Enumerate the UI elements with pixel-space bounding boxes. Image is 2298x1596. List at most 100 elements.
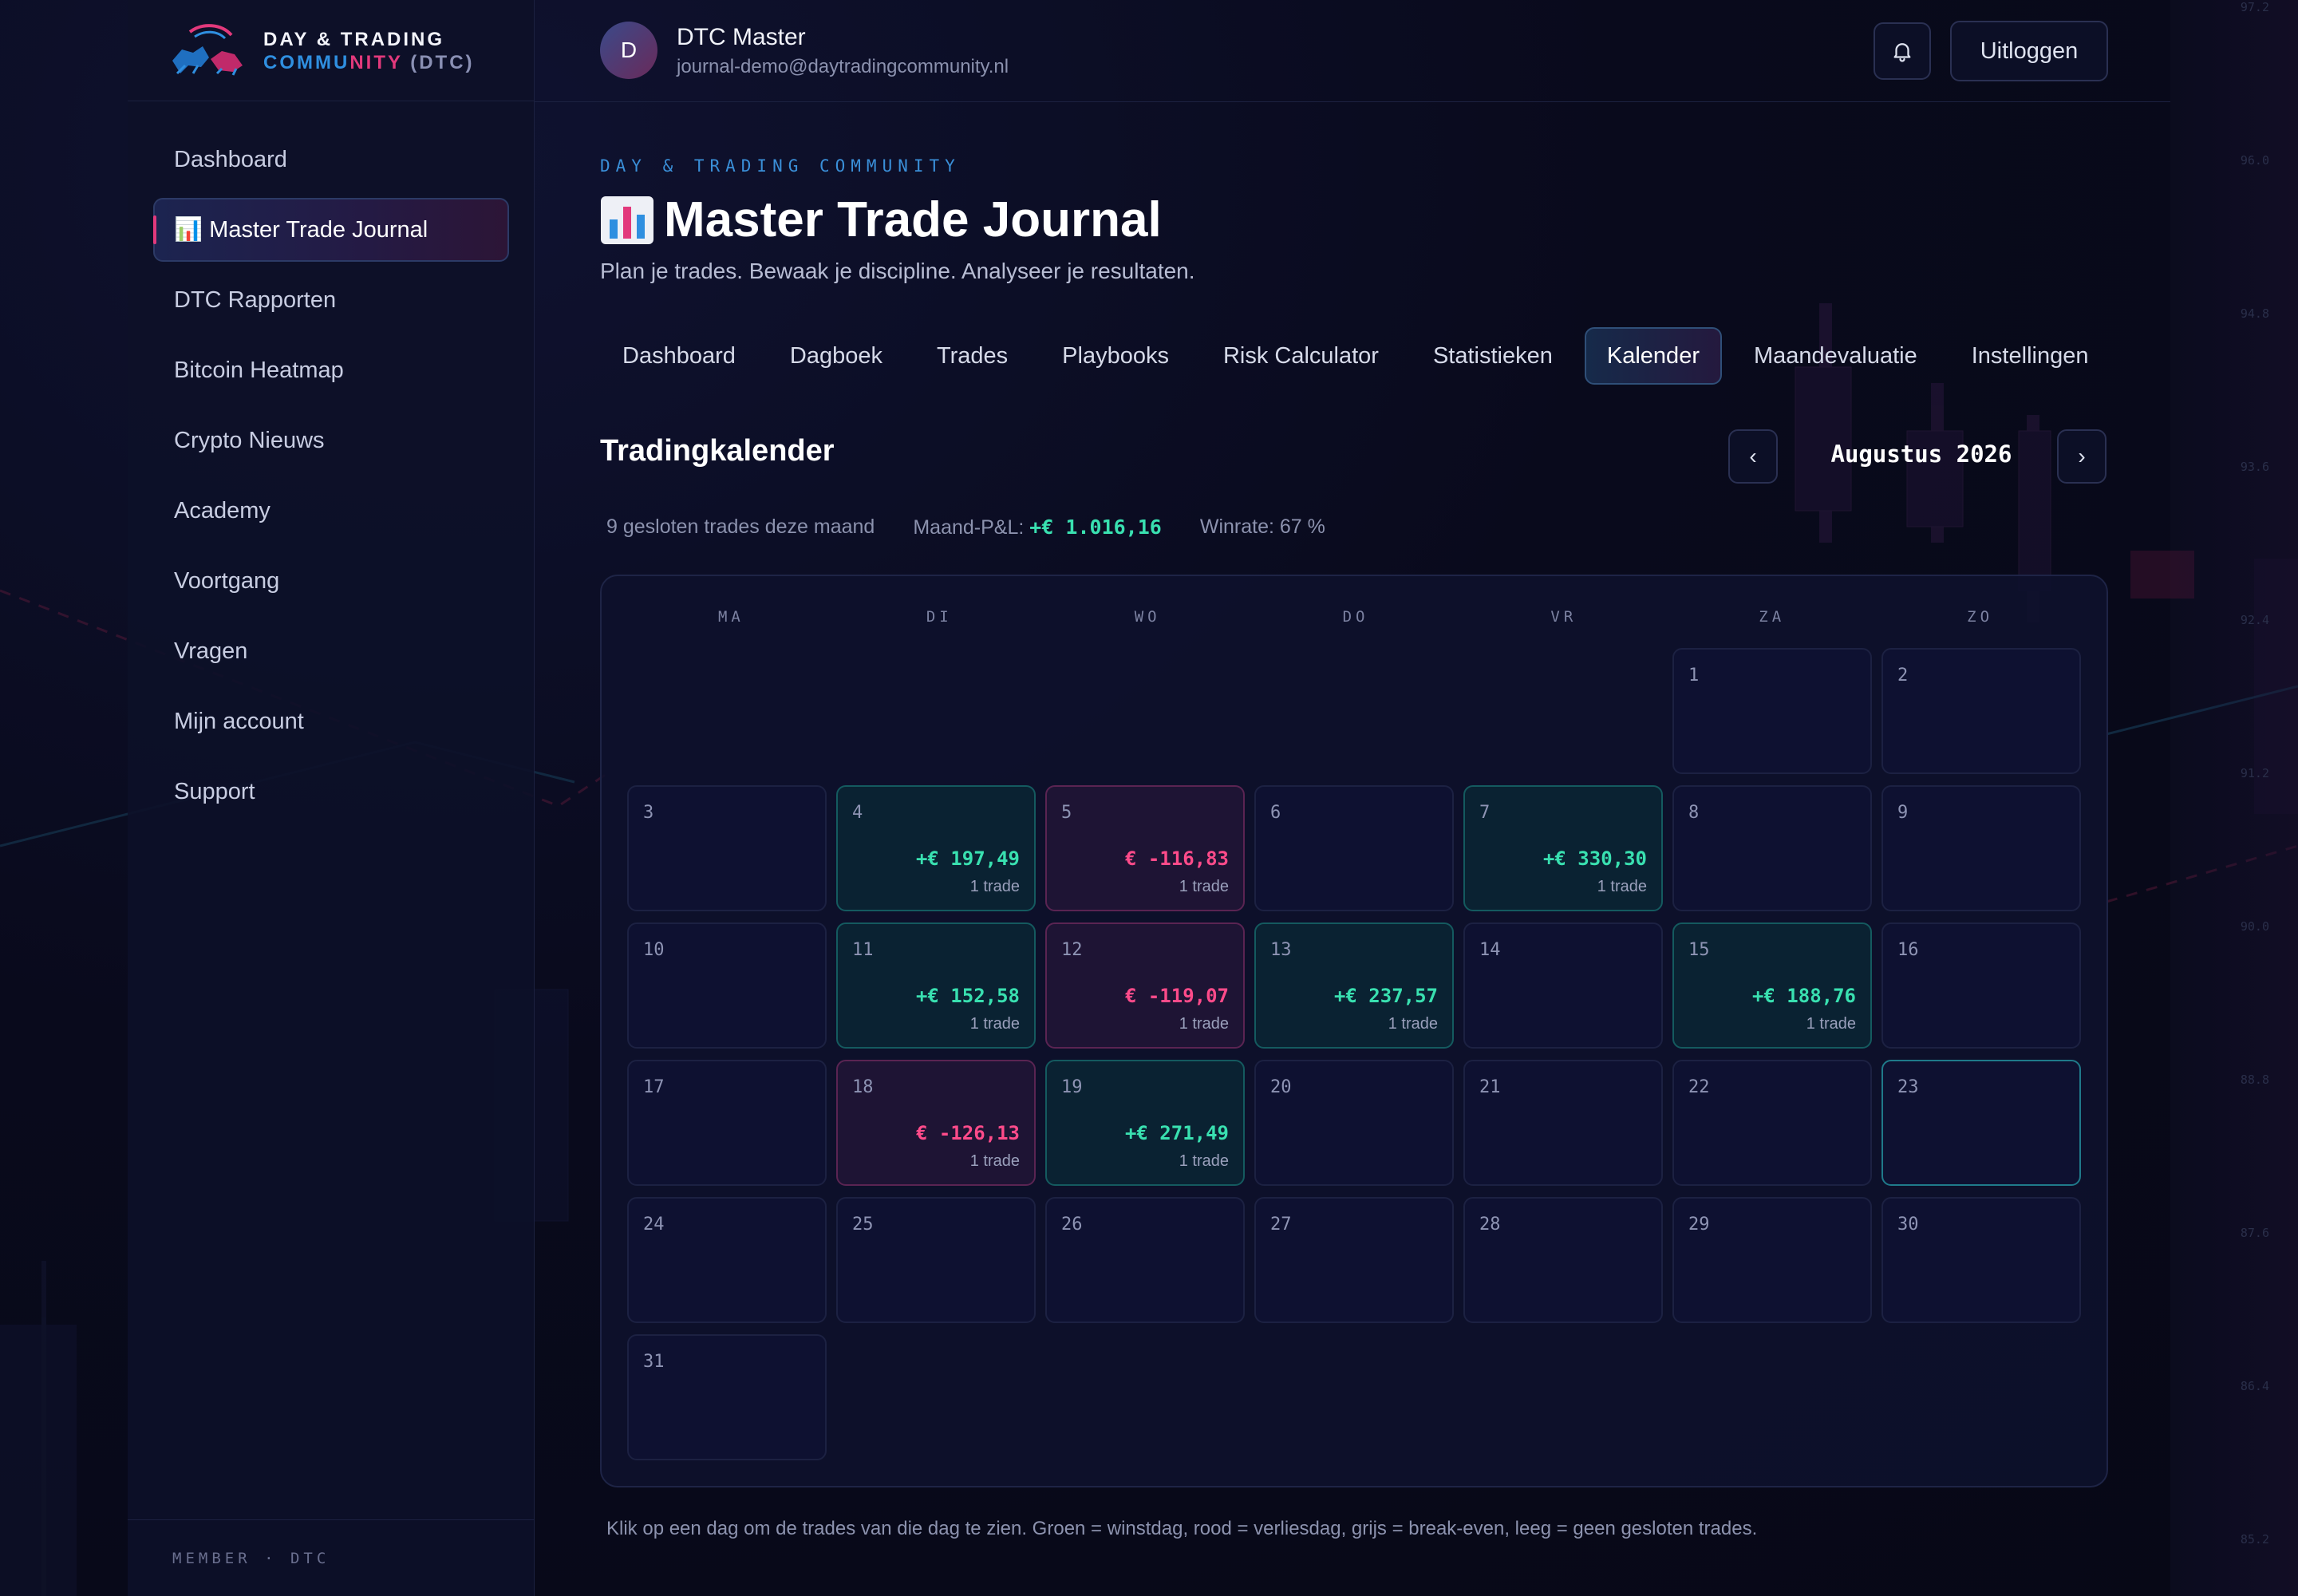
- calendar-day[interactable]: 11 +€ 152,58 1 trade: [836, 922, 1036, 1049]
- sidebar-item-label: Vragen: [174, 638, 248, 664]
- calendar-day[interactable]: 29: [1672, 1197, 1872, 1323]
- weekday-label: DO: [1342, 608, 1369, 626]
- day-number: 6: [1270, 803, 1281, 823]
- tab-item[interactable]: Risk Calculator: [1222, 343, 1379, 369]
- sidebar-item[interactable]: Vragen: [153, 619, 509, 683]
- sidebar-item[interactable]: Mijn account: [153, 689, 509, 753]
- calendar-blank: [1463, 648, 1663, 774]
- member-label: MEMBER · DTC: [172, 1550, 330, 1567]
- sidebar-item[interactable]: DTC Rapporten: [153, 268, 509, 332]
- tab-item[interactable]: Dashboard: [622, 343, 736, 369]
- calendar-day[interactable]: 16: [1881, 922, 2081, 1049]
- sidebar-item[interactable]: 📊 Master Trade Journal: [153, 198, 509, 262]
- chevron-left-icon: ‹: [1749, 444, 1757, 468]
- calendar-day[interactable]: 27: [1254, 1197, 1454, 1323]
- month-label: Augustus 2026: [1830, 440, 2012, 468]
- pnl-stat: Maand-P&L: +€ 1.016,16: [913, 516, 1162, 539]
- page-title-text: Master Trade Journal: [664, 192, 1162, 247]
- sidebar-item[interactable]: Dashboard: [153, 128, 509, 192]
- calendar-day[interactable]: 18 € -126,13 1 trade: [836, 1060, 1036, 1186]
- logout-button[interactable]: Uitloggen: [1950, 21, 2108, 81]
- day-number: 1: [1688, 666, 1700, 685]
- tab-item[interactable]: Instellingen: [1971, 343, 2089, 369]
- day-trade-count: 1 trade: [1179, 1152, 1229, 1170]
- calendar-day[interactable]: 26: [1045, 1197, 1245, 1323]
- notifications-button[interactable]: [1874, 22, 1931, 80]
- calendar-day[interactable]: 9: [1881, 785, 2081, 911]
- calendar-day[interactable]: 23: [1881, 1060, 2081, 1186]
- tab-item[interactable]: Trades: [936, 343, 1009, 369]
- calendar-day[interactable]: 17: [627, 1060, 827, 1186]
- day-number: 31: [643, 1352, 665, 1372]
- day-number: 25: [852, 1215, 874, 1235]
- day-pnl: +€ 197,49: [915, 847, 1020, 870]
- day-number: 24: [643, 1215, 665, 1235]
- brand-line-2: COMMUNITY (DTC): [263, 51, 475, 74]
- weekday-label: WO: [1134, 608, 1161, 626]
- calendar-day[interactable]: 2: [1881, 648, 2081, 774]
- day-number: 7: [1479, 803, 1491, 823]
- weekday-label: ZA: [1759, 608, 1786, 626]
- tab-item[interactable]: Dagboek: [789, 343, 882, 369]
- day-trade-count: 1 trade: [1806, 1015, 1856, 1033]
- price-scale-tick: 96.0: [2240, 153, 2269, 168]
- sidebar-item[interactable]: Academy: [153, 479, 509, 543]
- day-pnl: € -119,07: [1124, 985, 1229, 1007]
- user-name: DTC Master: [677, 24, 806, 50]
- calendar-day[interactable]: 22: [1672, 1060, 1872, 1186]
- day-number: 9: [1897, 803, 1909, 823]
- tab-item[interactable]: Playbooks: [1062, 343, 1169, 369]
- day-number: 18: [852, 1077, 874, 1097]
- day-number: 13: [1270, 940, 1292, 960]
- day-pnl: +€ 237,57: [1333, 985, 1438, 1007]
- day-trade-count: 1 trade: [1179, 878, 1229, 895]
- weekday-label: DI: [926, 608, 953, 626]
- calendar-day[interactable]: 6: [1254, 785, 1454, 911]
- day-number: 8: [1688, 803, 1700, 823]
- calendar-footnote: Klik op een dag om de trades van die dag…: [606, 1518, 1758, 1539]
- pnl-stat-value: +€ 1.016,16: [1029, 516, 1162, 539]
- tab-item[interactable]: Statistieken: [1432, 343, 1553, 369]
- price-scale-tick: 93.6: [2240, 460, 2269, 474]
- calendar-day[interactable]: 19 +€ 271,49 1 trade: [1045, 1060, 1245, 1186]
- calendar-day[interactable]: 21: [1463, 1060, 1663, 1186]
- calendar-day[interactable]: 28: [1463, 1197, 1663, 1323]
- price-scale-tick: 91.2: [2240, 766, 2269, 780]
- previous-month-button[interactable]: ‹: [1728, 429, 1778, 484]
- tab-item[interactable]: Kalender: [1584, 327, 1722, 385]
- calendar-day[interactable]: 13 +€ 237,57 1 trade: [1254, 922, 1454, 1049]
- day-number: 15: [1688, 940, 1710, 960]
- calendar-day[interactable]: 4 +€ 197,49 1 trade: [836, 785, 1036, 911]
- day-trade-count: 1 trade: [1597, 878, 1647, 895]
- calendar-day[interactable]: 14: [1463, 922, 1663, 1049]
- calendar-day[interactable]: 31: [627, 1334, 827, 1460]
- calendar-day[interactable]: 25: [836, 1197, 1036, 1323]
- day-number: 29: [1688, 1215, 1710, 1235]
- next-month-button[interactable]: ›: [2057, 429, 2106, 484]
- calendar-day[interactable]: 10: [627, 922, 827, 1049]
- calendar-day[interactable]: 15 +€ 188,76 1 trade: [1672, 922, 1872, 1049]
- avatar[interactable]: D: [600, 22, 657, 79]
- brand-logo[interactable]: DAY & TRADING COMMUNITY (DTC): [166, 21, 475, 81]
- sidebar-item[interactable]: Bitcoin Heatmap: [153, 338, 509, 402]
- sidebar-item-label: Academy: [174, 497, 270, 523]
- sidebar-footer-divider: [128, 1519, 535, 1520]
- calendar-day[interactable]: 24: [627, 1197, 827, 1323]
- price-scale-tick: 86.4: [2240, 1379, 2269, 1393]
- tab-item[interactable]: Maandevaluatie: [1753, 343, 1917, 369]
- day-number: 28: [1479, 1215, 1501, 1235]
- sidebar-item[interactable]: Crypto Nieuws: [153, 409, 509, 472]
- calendar-day[interactable]: 5 € -116,83 1 trade: [1045, 785, 1245, 911]
- calendar-day[interactable]: 8: [1672, 785, 1872, 911]
- calendar-day[interactable]: 7 +€ 330,30 1 trade: [1463, 785, 1663, 911]
- calendar-day[interactable]: 1: [1672, 648, 1872, 774]
- day-number: 16: [1897, 940, 1919, 960]
- calendar-day[interactable]: 12 € -119,07 1 trade: [1045, 922, 1245, 1049]
- calendar-card: MA DI WO DO VR ZA ZO 1 2 3 4 +€ 197,49 1 trade 5 € -1…: [600, 575, 2108, 1487]
- sidebar-item[interactable]: Voortgang: [153, 549, 509, 613]
- calendar-day[interactable]: 30: [1881, 1197, 2081, 1323]
- calendar-title: Tradingkalender: [600, 434, 835, 468]
- calendar-day[interactable]: 3: [627, 785, 827, 911]
- calendar-day[interactable]: 20: [1254, 1060, 1454, 1186]
- sidebar-item[interactable]: Support: [153, 760, 509, 824]
